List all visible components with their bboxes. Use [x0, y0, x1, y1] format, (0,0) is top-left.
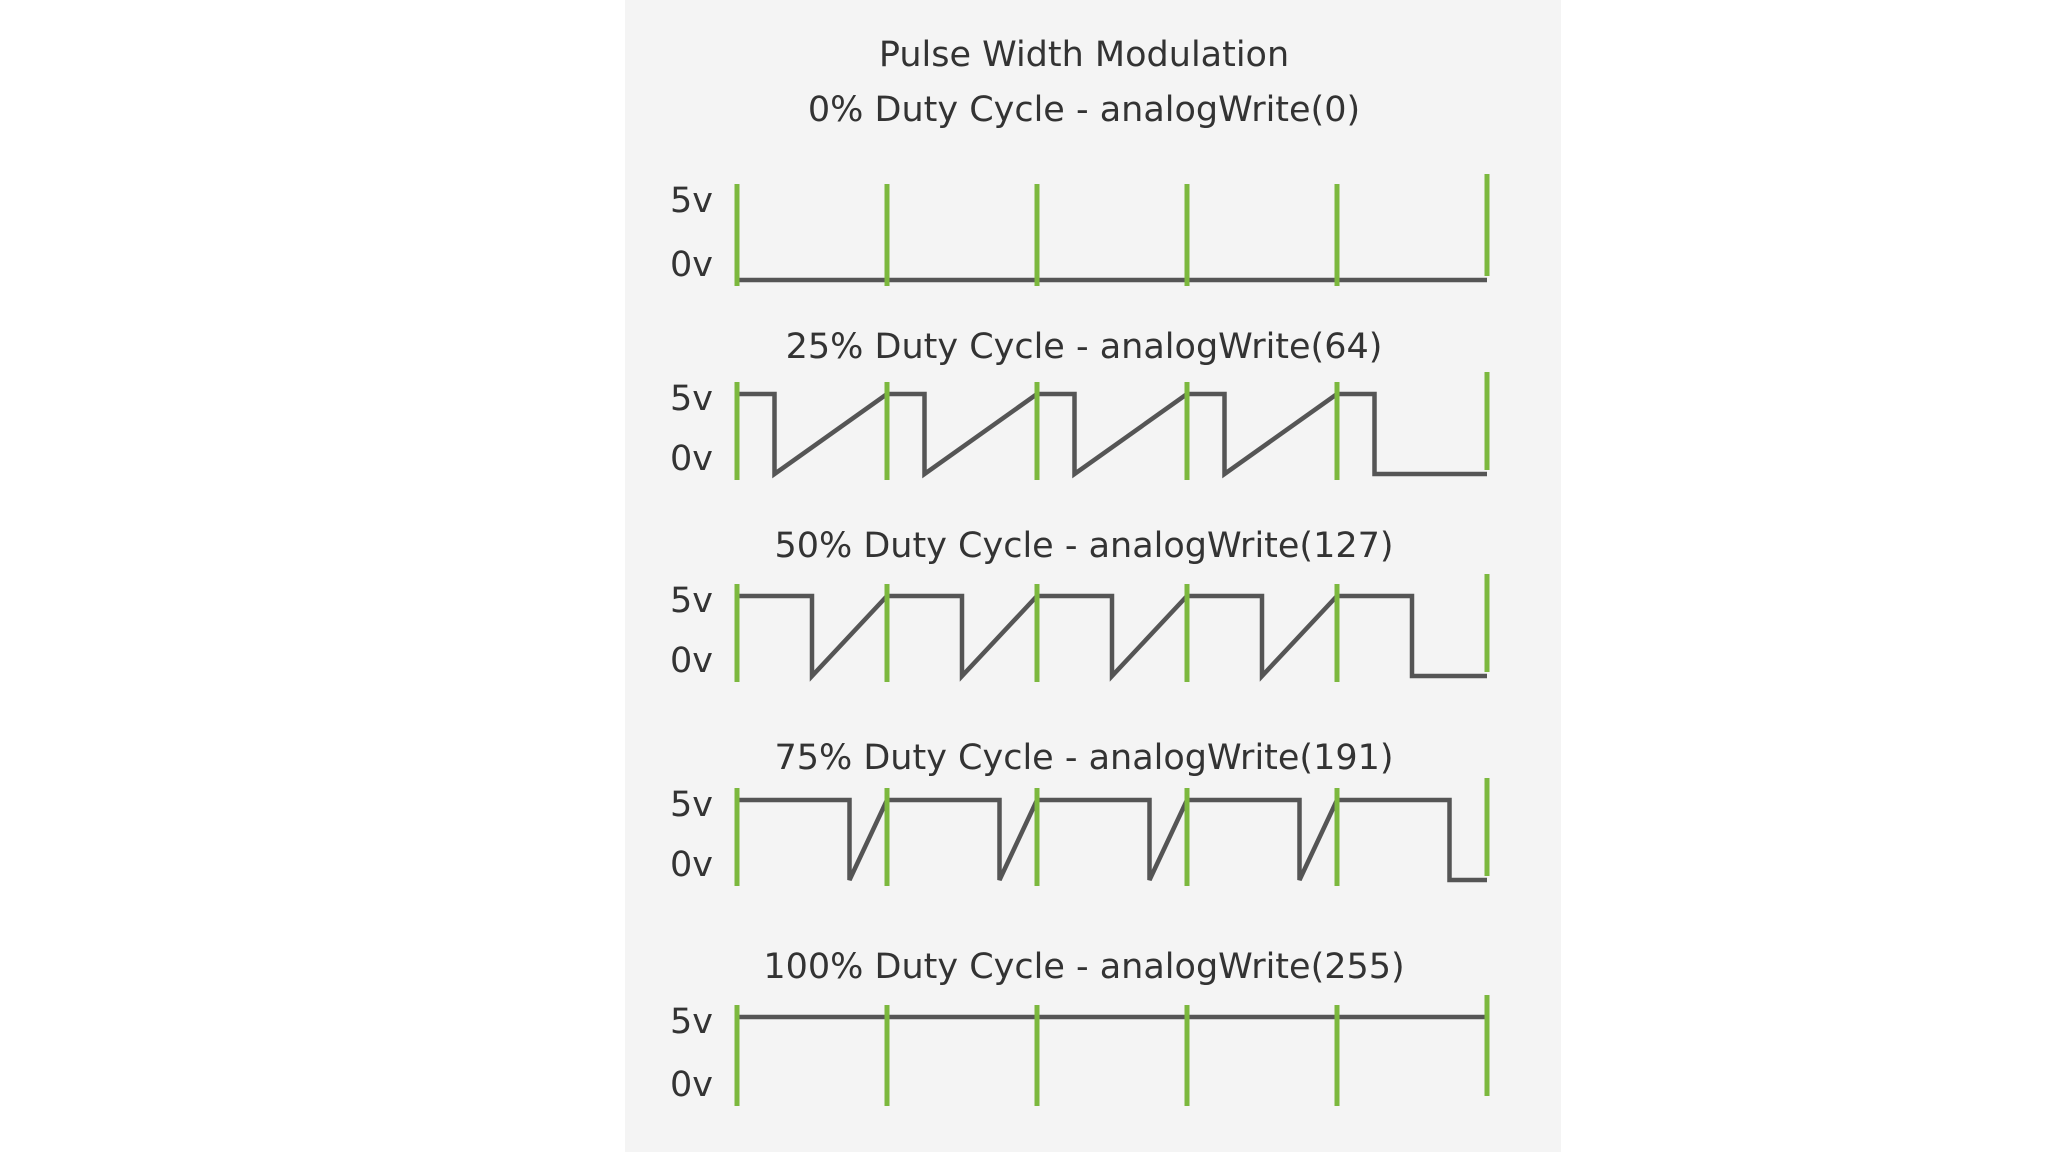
low-voltage-label: 0v — [670, 845, 713, 885]
pwm-panel: 25% Duty Cycle - analogWrite(64) 5v 0v — [670, 327, 1490, 480]
low-voltage-label: 0v — [670, 641, 713, 681]
pwm-waveform — [734, 797, 1487, 883]
pwm-waveform — [734, 593, 1487, 682]
panel-heading: 100% Duty Cycle - analogWrite(255) — [763, 947, 1404, 987]
pwm-panel: 100% Duty Cycle - analogWrite(255) 5v 0v — [670, 947, 1490, 1106]
diagram-title: Pulse Width Modulation — [879, 35, 1289, 75]
panel-heading: 0% Duty Cycle - analogWrite(0) — [808, 90, 1360, 130]
high-voltage-label: 5v — [670, 785, 713, 825]
low-voltage-label: 0v — [670, 245, 713, 285]
diagram-panel — [625, 0, 1561, 1152]
pwm-waveform — [734, 391, 1487, 479]
pwm-panel: 50% Duty Cycle - analogWrite(127) 5v 0v — [670, 526, 1490, 682]
low-voltage-label: 0v — [670, 439, 713, 479]
panel-heading: 50% Duty Cycle - analogWrite(127) — [774, 526, 1393, 566]
pwm-panel: 0% Duty Cycle - analogWrite(0) 5v 0v — [670, 90, 1490, 286]
high-voltage-label: 5v — [670, 581, 713, 621]
panel-heading: 75% Duty Cycle - analogWrite(191) — [774, 738, 1393, 778]
pwm-panel: 75% Duty Cycle - analogWrite(191) 5v 0v — [670, 738, 1490, 886]
low-voltage-label: 0v — [670, 1065, 713, 1105]
panel-heading: 25% Duty Cycle - analogWrite(64) — [786, 327, 1383, 367]
high-voltage-label: 5v — [670, 1002, 713, 1042]
high-voltage-label: 5v — [670, 379, 713, 419]
high-voltage-label: 5v — [670, 181, 713, 221]
